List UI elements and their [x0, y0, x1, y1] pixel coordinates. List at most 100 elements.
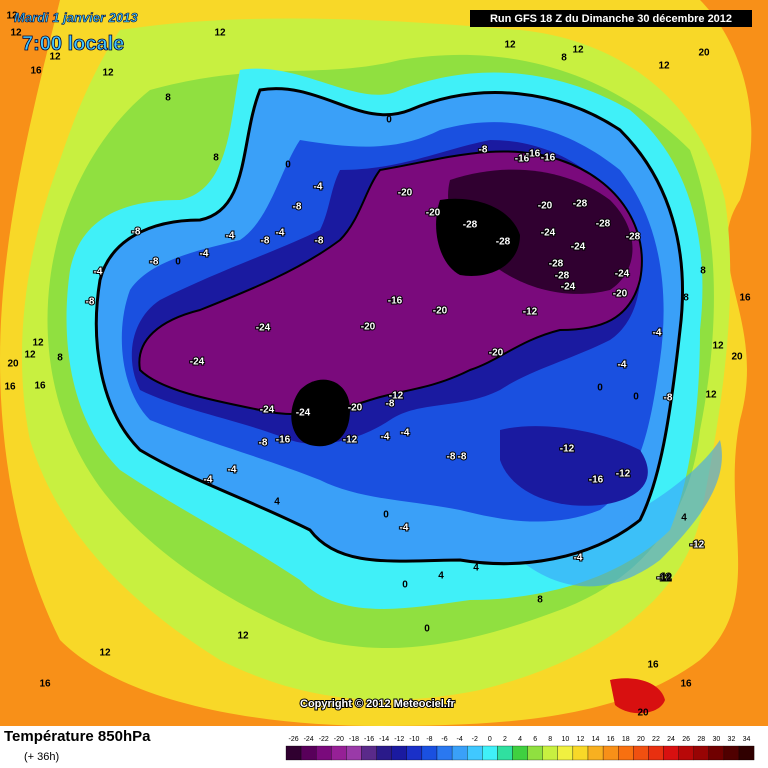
scale-label: 8 [548, 736, 552, 743]
scale-swatch [708, 745, 725, 761]
scale-label: 28 [697, 736, 705, 743]
contour-label: 0 [633, 392, 639, 403]
scale-swatch [648, 745, 664, 761]
contour-label: 12 [705, 390, 717, 401]
scale-swatch [391, 745, 407, 761]
scale-swatch [421, 745, 438, 761]
scale-swatch [527, 745, 543, 761]
contour-label: 4 [274, 497, 280, 508]
scale-label: -12 [394, 736, 404, 743]
contour-label: -4 [401, 428, 410, 439]
scale-swatch [376, 745, 392, 761]
contour-label: 20 [731, 352, 743, 363]
contour-label: 12 [237, 631, 249, 642]
scale-swatch [406, 745, 423, 761]
contour-label: -20 [613, 289, 628, 300]
contour-label: -20 [361, 322, 376, 333]
scale-label: -26 [288, 736, 298, 743]
contour-label: -24 [256, 323, 271, 334]
scale-label: 34 [743, 736, 751, 743]
contour-label: 20 [637, 708, 649, 719]
contour-label: -4 [204, 475, 213, 486]
scale-swatch [331, 745, 347, 761]
contour-label: 0 [285, 160, 291, 171]
contour-label: 12 [99, 648, 111, 659]
contour-label: 12 [102, 68, 114, 79]
scale-label: 22 [652, 736, 660, 743]
color-scale: -26 -24 -22 -20 -18 -16 -14 -12 -10 -8 -6 -4 -2 0 2 4 6 8… [285, 736, 755, 761]
contour-label: -20 [398, 188, 413, 199]
scale-label: -10 [409, 736, 419, 743]
contour-label: 8 [683, 293, 689, 304]
contour-label: -8 [150, 257, 159, 268]
contour-label: 4 [438, 571, 444, 582]
contour-label: 12 [6, 11, 18, 22]
contour-label: 12 [572, 45, 584, 56]
contour-label: -20 [426, 208, 441, 219]
contour-label: 12 [32, 338, 44, 349]
scale-swatch [467, 745, 483, 761]
contour-label: -20 [348, 403, 363, 414]
contour-label: -8 [386, 399, 395, 410]
contour-label: 16 [34, 381, 46, 392]
contour-label: -8 [261, 236, 270, 247]
scale-label: 2 [503, 736, 507, 743]
scale-label: -2 [472, 736, 478, 743]
contour-label: -12 [560, 444, 575, 455]
scale-label: 16 [607, 736, 615, 743]
scale-label: -8 [426, 736, 432, 743]
contour-label: -28 [555, 271, 570, 282]
contour-label: 12 [214, 28, 226, 39]
contour-label: 12 [24, 350, 36, 361]
contour-label: 20 [7, 359, 19, 370]
contour-label: -4 [200, 249, 209, 260]
contour-label: -16 [526, 149, 541, 160]
contour-label: 16 [4, 382, 16, 393]
contour-label: 12 [504, 40, 516, 51]
contour-label: -24 [296, 408, 311, 419]
scale-label: 18 [622, 736, 630, 743]
scale-swatch [618, 745, 634, 761]
contour-label: 20 [698, 48, 710, 59]
scale-swatch [723, 745, 740, 761]
scale-swatch [602, 745, 619, 761]
scale-label: 0 [488, 736, 492, 743]
contour-label: -4 [574, 553, 583, 564]
contour-label: -20 [538, 201, 553, 212]
scale-label: 30 [712, 736, 720, 743]
contour-label: -16 [515, 154, 530, 165]
time: 7:00 locale [22, 33, 124, 55]
scale-swatch [285, 745, 302, 761]
contour-label: -12 [523, 307, 538, 318]
contour-label: 12 [660, 573, 672, 584]
contour-label: -8 [132, 227, 141, 238]
scale-swatch [497, 745, 513, 761]
scale-swatch [678, 745, 694, 761]
contour-label: -4 [94, 267, 103, 278]
scale-swatch [346, 745, 362, 761]
contour-label: -4 [381, 432, 390, 443]
scale-label: -14 [379, 736, 389, 743]
scale-swatch [738, 745, 755, 761]
scale-label: 32 [728, 736, 736, 743]
scale-label: 6 [533, 736, 537, 743]
contour-label: 12 [712, 341, 724, 352]
contour-label: -16 [589, 475, 604, 486]
scale-swatch [300, 745, 317, 761]
contour-label: -12 [389, 391, 404, 402]
date: Mardi 1 janvier 2013 [14, 10, 138, 25]
scale-swatch [587, 745, 604, 761]
contour-label: -12 [657, 573, 672, 584]
scale-label: 24 [667, 736, 675, 743]
contour-label: -16 [388, 296, 403, 307]
contour-label: -24 [561, 282, 576, 293]
contour-label: -4 [618, 360, 627, 371]
scale-label: 20 [637, 736, 645, 743]
contour-label: 4 [681, 513, 687, 524]
contour-label: -4 [400, 523, 409, 534]
contour-label: 16 [39, 679, 51, 690]
contour-label: -28 [626, 232, 641, 243]
contour-label: -4 [276, 228, 285, 239]
contour-label: 0 [175, 257, 181, 268]
footer-lead: (+ 36h) [24, 751, 59, 763]
